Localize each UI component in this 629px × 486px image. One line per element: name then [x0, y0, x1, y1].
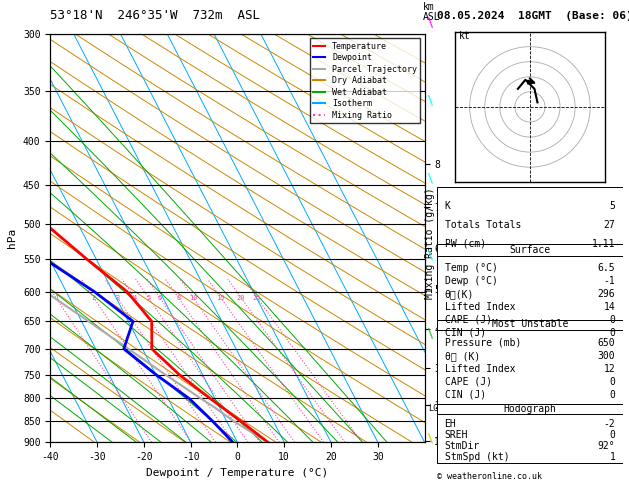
Text: 15: 15 [216, 295, 225, 301]
Text: 10: 10 [189, 295, 198, 301]
Text: Lifted Index: Lifted Index [445, 302, 515, 312]
Bar [437, 188, 623, 243]
Text: -1: -1 [604, 276, 615, 286]
Text: 12: 12 [604, 364, 615, 374]
Text: 92°: 92° [598, 441, 615, 451]
Text: 0: 0 [610, 430, 615, 440]
Text: /: / [423, 248, 438, 262]
Text: /: / [423, 92, 438, 107]
Text: 296: 296 [598, 289, 615, 299]
Text: K: K [445, 201, 450, 211]
Text: Surface: Surface [509, 245, 550, 255]
Text: 0: 0 [610, 314, 615, 325]
Text: Most Unstable: Most Unstable [492, 319, 568, 330]
Text: θᴇ(K): θᴇ(K) [445, 289, 474, 299]
Text: EH: EH [445, 418, 456, 429]
Text: CAPE (J): CAPE (J) [445, 314, 492, 325]
Text: Pressure (mb): Pressure (mb) [445, 338, 521, 348]
Y-axis label: hPa: hPa [8, 228, 18, 248]
Text: © weatheronline.co.uk: © weatheronline.co.uk [437, 472, 542, 481]
Text: 14: 14 [604, 302, 615, 312]
Text: 0: 0 [610, 390, 615, 399]
Text: 300: 300 [598, 351, 615, 361]
Text: 1.11: 1.11 [592, 239, 615, 249]
Text: LCL: LCL [428, 404, 443, 413]
Text: 0: 0 [610, 377, 615, 387]
Text: 8: 8 [176, 295, 181, 301]
Text: /: / [423, 430, 438, 445]
Text: 3: 3 [115, 295, 120, 301]
Text: CIN (J): CIN (J) [445, 328, 486, 338]
Text: θᴇ (K): θᴇ (K) [445, 351, 480, 361]
Text: 25: 25 [253, 295, 262, 301]
Text: 6: 6 [158, 295, 162, 301]
Text: 4: 4 [133, 295, 136, 301]
Text: 5: 5 [610, 201, 615, 211]
Text: CAPE (J): CAPE (J) [445, 377, 492, 387]
Legend: Temperature, Dewpoint, Parcel Trajectory, Dry Adiabat, Wet Adiabat, Isotherm, Mi: Temperature, Dewpoint, Parcel Trajectory… [309, 38, 420, 123]
Text: 53°18'N  246°35'W  732m  ASL: 53°18'N 246°35'W 732m ASL [50, 9, 260, 22]
Text: Totals Totals: Totals Totals [445, 220, 521, 230]
Text: /: / [423, 15, 438, 29]
Text: 2: 2 [92, 295, 96, 301]
Text: Temp (°C): Temp (°C) [445, 263, 498, 273]
Text: 1: 1 [54, 295, 58, 301]
Text: Lifted Index: Lifted Index [445, 364, 515, 374]
Text: kt: kt [459, 31, 471, 41]
Text: /: / [423, 326, 438, 340]
Bar [437, 404, 623, 463]
Text: StmDir: StmDir [445, 441, 480, 451]
Text: 20: 20 [237, 295, 245, 301]
Text: 5: 5 [147, 295, 150, 301]
Text: Hodograph: Hodograph [503, 404, 557, 414]
Text: 08.05.2024  18GMT  (Base: 06): 08.05.2024 18GMT (Base: 06) [437, 11, 629, 21]
Bar [437, 243, 623, 320]
Text: 27: 27 [604, 220, 615, 230]
Text: Dewp (°C): Dewp (°C) [445, 276, 498, 286]
Text: /: / [423, 170, 438, 185]
Text: 6.5: 6.5 [598, 263, 615, 273]
X-axis label: Dewpoint / Temperature (°C): Dewpoint / Temperature (°C) [147, 468, 328, 478]
Text: -2: -2 [604, 418, 615, 429]
Text: 650: 650 [598, 338, 615, 348]
Text: CIN (J): CIN (J) [445, 390, 486, 399]
Bar [437, 320, 623, 404]
Text: km
ASL: km ASL [423, 2, 441, 22]
Text: 0: 0 [610, 328, 615, 338]
Text: SREH: SREH [445, 430, 468, 440]
Text: PW (cm): PW (cm) [445, 239, 486, 249]
Text: StmSpd (kt): StmSpd (kt) [445, 452, 509, 462]
Text: Mixing Ratio (g/kg): Mixing Ratio (g/kg) [425, 187, 435, 299]
Text: 1: 1 [610, 452, 615, 462]
